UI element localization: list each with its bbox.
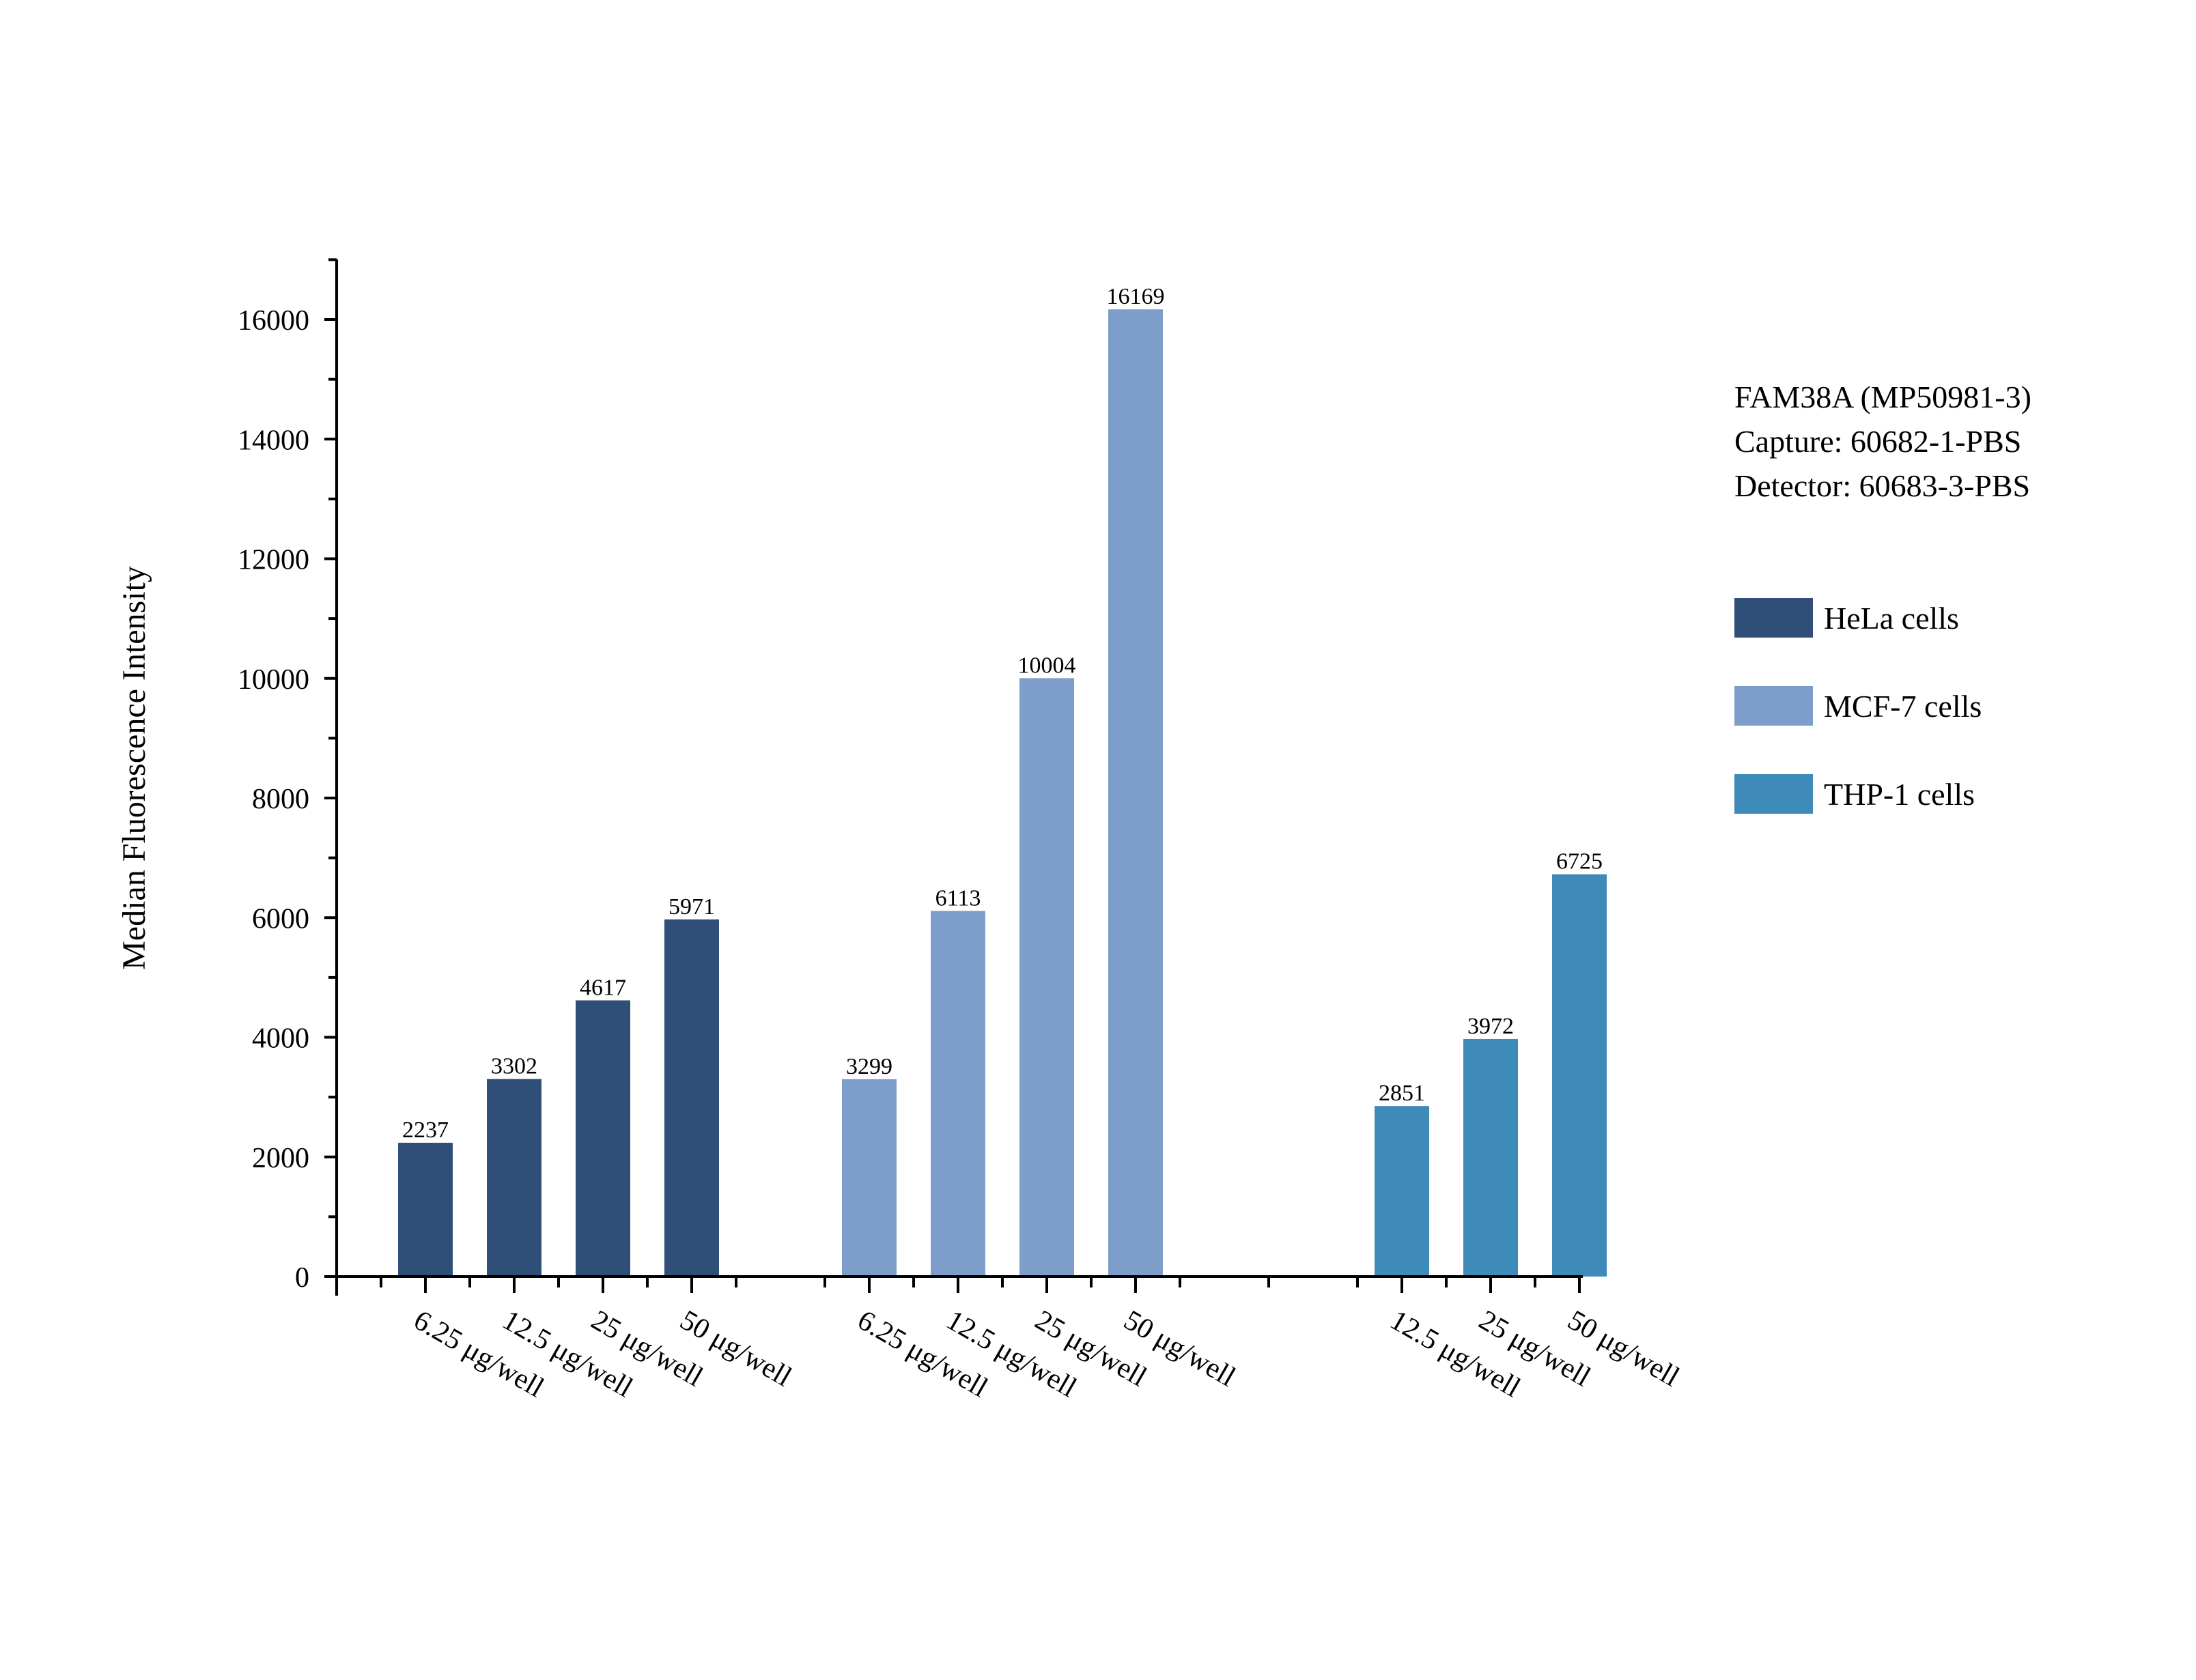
bar — [1108, 309, 1163, 1277]
y-axis-label: Median Fluorescence Intensity — [116, 566, 152, 970]
bar — [664, 919, 719, 1277]
bar — [931, 911, 985, 1277]
bar — [398, 1142, 453, 1277]
y-tick-label: 16000 — [238, 305, 309, 337]
assay-title: FAM38A (MP50981-3) — [1734, 380, 2031, 414]
bar-value-label: 3302 — [491, 1054, 537, 1079]
y-tick-label: 12000 — [238, 545, 309, 576]
legend-swatch-hela — [1734, 598, 1813, 638]
bar — [1375, 1106, 1429, 1277]
bar — [487, 1079, 541, 1277]
bar-value-label: 3972 — [1467, 1014, 1514, 1039]
bar — [1463, 1038, 1518, 1277]
bar-value-label: 10004 — [1018, 653, 1076, 678]
legend-item-mcf7: MCF-7 cells — [1734, 685, 1982, 726]
bar-value-label: 6725 — [1556, 849, 1603, 874]
bars: 2237 3302 4617 5971 3299 6113 10004 16169 2851 39… — [398, 284, 1607, 1277]
bar — [1552, 874, 1607, 1277]
y-axis-ticks: 0 2000 4000 6000 8000 10000 12000 14000 16000 — [238, 258, 337, 1294]
bar-value-label: 2237 — [402, 1117, 449, 1143]
y-tick-label: 6000 — [252, 903, 309, 935]
bar-value-label: 4617 — [580, 975, 626, 1000]
y-tick-label: 10000 — [238, 664, 309, 696]
bar-value-label: 6113 — [935, 885, 981, 911]
bar-value-label: 5971 — [668, 894, 715, 920]
bar — [576, 1000, 630, 1277]
legend-label-mcf7: MCF-7 cells — [1824, 688, 1982, 724]
bar — [842, 1079, 897, 1277]
legend-item-hela: HeLa cells — [1734, 597, 1959, 638]
bar-value-label: 3299 — [846, 1054, 892, 1079]
legend-label-thp1: THP-1 cells — [1824, 776, 1975, 812]
y-tick-label: 2000 — [252, 1143, 309, 1174]
y-tick-label: 8000 — [252, 784, 309, 815]
bar-value-label: 16169 — [1107, 284, 1165, 309]
legend-swatch-mcf7 — [1734, 686, 1813, 726]
y-tick-label: 14000 — [238, 425, 309, 456]
legend-label-hela: HeLa cells — [1824, 600, 1959, 636]
legend-item-thp1: THP-1 cells — [1734, 773, 1975, 814]
bar — [1019, 678, 1074, 1277]
y-tick-label: 4000 — [252, 1023, 309, 1055]
bar-value-label: 2851 — [1379, 1081, 1425, 1106]
legend-swatch-thp1 — [1734, 774, 1813, 814]
capture-antibody: Capture: 60682-1-PBS — [1734, 424, 2022, 459]
y-tick-label: 0 — [295, 1262, 309, 1294]
detector-antibody: Detector: 60683-3-PBS — [1734, 468, 2031, 503]
